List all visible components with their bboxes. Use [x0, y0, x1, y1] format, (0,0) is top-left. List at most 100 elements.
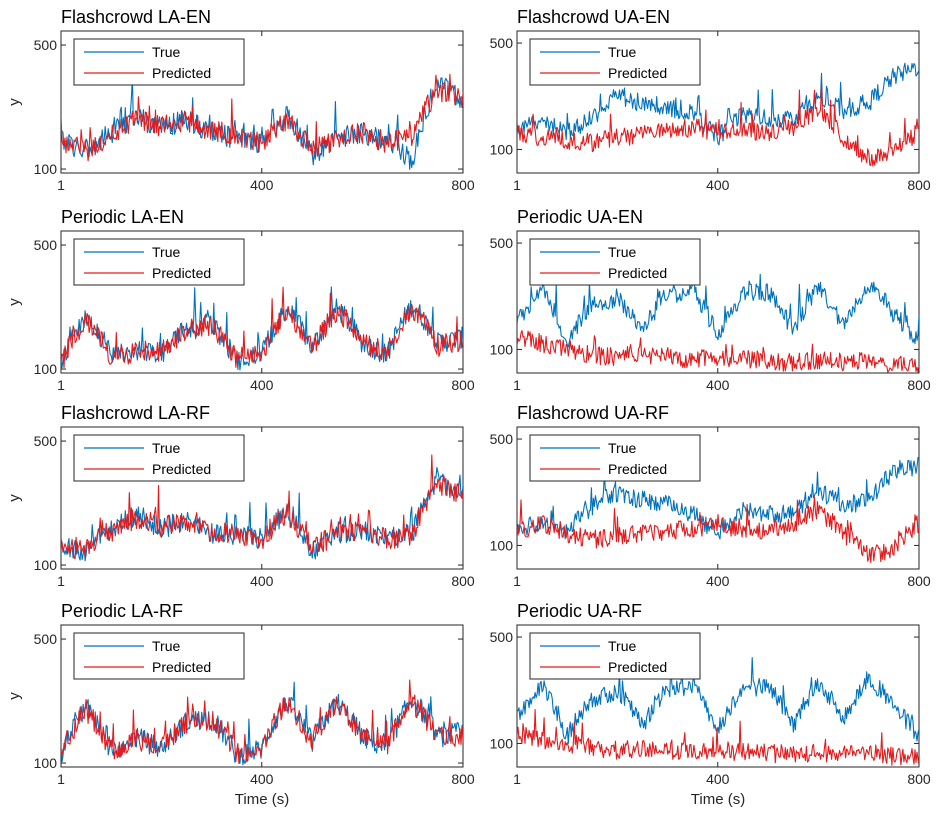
series-group: [61, 454, 463, 562]
panel-2: Flashcrowd UA-EN 1 400 800 100 500 True Predict…: [490, 7, 931, 193]
panel-title: Periodic LA-RF: [61, 601, 183, 621]
panel-title: Periodic LA-EN: [61, 207, 184, 227]
y-tick-label: 500: [490, 431, 514, 447]
legend-label: Predicted: [152, 65, 211, 81]
x-tick-label: 400: [250, 177, 274, 193]
series-group: [61, 73, 463, 170]
y-tick-label: 500: [34, 237, 58, 253]
series-line-predicted: [61, 679, 463, 764]
panel-8: Periodic UA-RF 1 400 800 100 500 Time (s) True P…: [490, 601, 931, 808]
series-line-predicted: [517, 82, 919, 167]
x-tick-label: 400: [250, 377, 274, 393]
panel-title: Periodic UA-RF: [517, 601, 642, 621]
x-tick-label: 800: [451, 177, 475, 193]
legend-label: True: [608, 440, 636, 456]
x-tick-label: 400: [706, 377, 730, 393]
series-line-true: [61, 76, 463, 170]
y-axis-label: y: [6, 692, 23, 700]
y-tick-label: 100: [34, 557, 58, 573]
legend-label: True: [152, 440, 180, 456]
x-tick-label: 1: [513, 573, 521, 589]
x-tick-label: 400: [706, 771, 730, 787]
y-axis-label: y: [6, 298, 23, 306]
legend: True Predicted: [73, 434, 245, 482]
y-tick-label: 500: [34, 433, 58, 449]
panel-1: Flashcrowd LA-EN 1 400 800 100 500 y True Predic…: [6, 7, 475, 193]
x-axis-label: Time (s): [235, 791, 289, 808]
legend: True Predicted: [529, 38, 701, 86]
y-tick-label: 500: [34, 631, 58, 647]
legend: True Predicted: [73, 632, 245, 680]
legend-box: [529, 38, 701, 86]
series-line-true: [517, 657, 919, 745]
panel-title: Flashcrowd LA-RF: [61, 403, 210, 423]
x-tick-label: 1: [513, 771, 521, 787]
x-tick-label: 1: [513, 377, 521, 393]
y-tick-label: 100: [34, 755, 58, 771]
legend-box: [73, 38, 245, 86]
y-tick-label: 100: [34, 361, 58, 377]
y-tick-label: 500: [490, 35, 514, 51]
series-line-predicted: [61, 286, 463, 369]
series-group: [61, 286, 463, 371]
x-tick-label: 1: [57, 177, 65, 193]
panel-7: Periodic LA-RF 1 400 800 100 500 y Time (s) True…: [6, 601, 475, 808]
x-tick-label: 1: [513, 177, 521, 193]
legend-label: True: [152, 44, 180, 60]
y-tick-label: 100: [490, 141, 514, 157]
x-tick-label: 800: [907, 771, 931, 787]
series-line-true: [517, 62, 919, 146]
series-group: [517, 62, 919, 167]
x-tick-label: 1: [57, 377, 65, 393]
series-group: [517, 657, 919, 766]
legend-box: [73, 238, 245, 286]
series-group: [61, 679, 463, 766]
y-axis-label: y: [6, 494, 23, 502]
legend-label: True: [152, 638, 180, 654]
y-axis-label: y: [6, 98, 23, 106]
x-tick-label: 800: [907, 177, 931, 193]
panel-3: Periodic LA-EN 1 400 800 100 500 y True Predicte…: [6, 207, 475, 393]
series-line-true: [517, 266, 919, 348]
legend-box: [529, 238, 701, 286]
x-tick-label: 400: [706, 177, 730, 193]
legend-box: [73, 434, 245, 482]
y-tick-label: 500: [490, 629, 514, 645]
panel-title: Periodic UA-EN: [517, 207, 643, 227]
legend-label: True: [608, 44, 636, 60]
y-tick-label: 100: [490, 341, 514, 357]
x-tick-label: 400: [250, 771, 274, 787]
legend: True Predicted: [529, 632, 701, 680]
legend-label: Predicted: [608, 65, 667, 81]
legend: True Predicted: [73, 38, 245, 86]
x-tick-label: 800: [451, 377, 475, 393]
x-tick-label: 400: [706, 573, 730, 589]
legend-label: Predicted: [152, 265, 211, 281]
x-tick-label: 400: [250, 573, 274, 589]
legend: True Predicted: [529, 238, 701, 286]
series-line-predicted: [61, 73, 463, 162]
y-tick-label: 100: [490, 735, 514, 751]
x-tick-label: 800: [907, 573, 931, 589]
panel-6: Flashcrowd UA-RF 1 400 800 100 500 True Predict…: [490, 403, 931, 589]
y-tick-label: 100: [34, 161, 58, 177]
x-tick-label: 1: [57, 573, 65, 589]
panel-5: Flashcrowd LA-RF 1 400 800 100 500 y True Predic…: [6, 403, 475, 589]
legend-label: Predicted: [152, 461, 211, 477]
series-line-predicted: [517, 496, 919, 564]
legend: True Predicted: [73, 238, 245, 286]
panel-title: Flashcrowd UA-EN: [517, 7, 670, 27]
x-tick-label: 1: [57, 771, 65, 787]
legend-label: Predicted: [608, 461, 667, 477]
panel-4: Periodic UA-EN 1 400 800 100 500 True Predicted: [490, 207, 931, 393]
series-line-predicted: [61, 454, 463, 560]
legend-label: Predicted: [608, 265, 667, 281]
legend-label: True: [608, 638, 636, 654]
x-tick-label: 800: [451, 771, 475, 787]
legend-box: [529, 434, 701, 482]
x-axis-label: Time (s): [691, 791, 745, 808]
panel-title: Flashcrowd UA-RF: [517, 403, 669, 423]
series-group: [517, 266, 919, 373]
legend-label: True: [608, 244, 636, 260]
